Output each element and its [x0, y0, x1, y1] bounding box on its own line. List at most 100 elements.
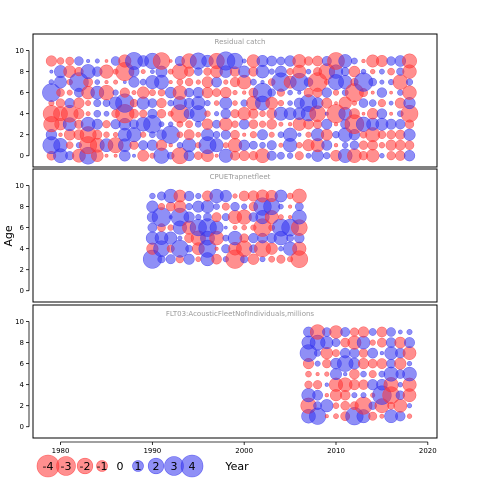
bubble-point	[360, 392, 367, 399]
bubble-point	[156, 98, 167, 109]
bubble-point	[278, 142, 284, 148]
bubble-point	[379, 413, 385, 419]
y-tick-label: 2	[20, 131, 24, 139]
bubble-point	[386, 56, 396, 66]
y-tick-label: 4	[20, 381, 25, 389]
bubble-point	[230, 201, 240, 212]
bubble-point	[358, 379, 369, 390]
bubble-point	[149, 192, 156, 200]
bubble-point	[99, 64, 114, 79]
bubble-point	[340, 400, 350, 411]
bubble-point	[129, 108, 139, 119]
y-tick-label: 2	[20, 266, 24, 274]
bubble-point	[368, 370, 377, 379]
bubble-point	[331, 338, 341, 347]
bubble-point	[370, 68, 376, 75]
bubble-point	[348, 108, 360, 120]
bubble-point	[214, 153, 219, 158]
bubble-point	[248, 233, 259, 244]
bubble-point	[286, 152, 294, 159]
legend-bubble	[147, 457, 165, 475]
bubble-point	[66, 89, 73, 96]
bubble-point	[73, 97, 85, 109]
bubble-point	[241, 58, 247, 64]
panel-3-frame	[32, 304, 438, 439]
bubble-point	[404, 140, 415, 150]
bubble-point	[250, 78, 257, 86]
panel-3-title: FLT03:AcousticFleetNofIndividuals,millio…	[166, 310, 315, 318]
bubble-point	[131, 90, 137, 96]
bubble-point	[351, 57, 358, 65]
legend-bubble	[76, 457, 94, 475]
bubble-point	[303, 56, 314, 66]
bubble-point	[102, 120, 111, 129]
legend-label: 3	[171, 460, 178, 473]
bubble-point	[358, 348, 369, 358]
bubble-point	[388, 100, 394, 106]
bubble-point	[320, 336, 334, 350]
bubble-point	[294, 202, 304, 211]
bubble-point	[266, 118, 277, 130]
bubble-point	[386, 151, 396, 161]
bubble-point	[65, 56, 74, 66]
bubble-point	[268, 131, 275, 138]
bubble-point	[313, 380, 323, 390]
bubble-point	[259, 256, 266, 263]
bubble-point	[137, 86, 150, 99]
bubble-point	[139, 78, 147, 86]
bubble-point	[156, 109, 167, 119]
bubble-point	[147, 98, 158, 108]
bubble-point	[265, 96, 278, 110]
bubble-point	[230, 150, 240, 161]
bubble-point	[349, 140, 360, 150]
bubble-point	[73, 108, 85, 120]
bubble-point	[213, 100, 220, 106]
bubble-point	[211, 212, 222, 222]
y-tick-label: 8	[20, 68, 24, 76]
bubble-point	[119, 87, 130, 98]
bubble-point	[104, 80, 109, 85]
bubble-point	[322, 358, 332, 369]
bubble-point	[393, 398, 408, 413]
bubble-point	[397, 329, 403, 335]
bubble-point	[214, 111, 220, 117]
bubble-point	[349, 368, 360, 380]
bubble-point	[211, 76, 222, 88]
panel-3-bubbles	[299, 324, 417, 426]
bubble-point	[185, 244, 193, 253]
bubble-point	[176, 131, 184, 138]
bubble-point	[219, 117, 233, 131]
legend-label: -4	[43, 460, 54, 473]
bubble-point	[48, 79, 55, 85]
bubble-point	[183, 253, 195, 265]
bubble-point	[164, 231, 178, 245]
bubble-point	[406, 403, 413, 409]
bubble-point	[58, 132, 63, 137]
bubble-point	[397, 382, 403, 388]
x-axis: 1980 1990 2000 2010 2020	[52, 441, 437, 455]
bubble-point	[56, 57, 65, 65]
bubble-point	[332, 349, 340, 357]
bubble-point	[397, 89, 404, 96]
bubble-point	[343, 371, 348, 377]
bubble-point	[195, 256, 202, 263]
bubble-point	[288, 215, 293, 220]
bubble-point	[213, 203, 220, 210]
bubble-point	[275, 65, 287, 78]
bubble-point	[287, 89, 293, 96]
x-tick-label: 2020	[419, 447, 437, 455]
panel-1-frame	[32, 33, 438, 168]
bubble-point	[259, 141, 266, 149]
bubble-point	[242, 90, 247, 95]
bubble-point	[278, 214, 284, 220]
bubble-point	[376, 108, 388, 119]
legend-bubble	[96, 460, 108, 472]
bubble-point	[212, 131, 221, 139]
bubble-point	[259, 110, 266, 117]
bubble-point	[184, 87, 194, 98]
bubble-point	[94, 58, 100, 64]
bubble-point	[349, 327, 359, 337]
bubble-point	[379, 79, 385, 85]
panel-3-y-axis: 0 2 4 6 8 10	[15, 318, 30, 431]
bubble-point	[241, 203, 248, 210]
